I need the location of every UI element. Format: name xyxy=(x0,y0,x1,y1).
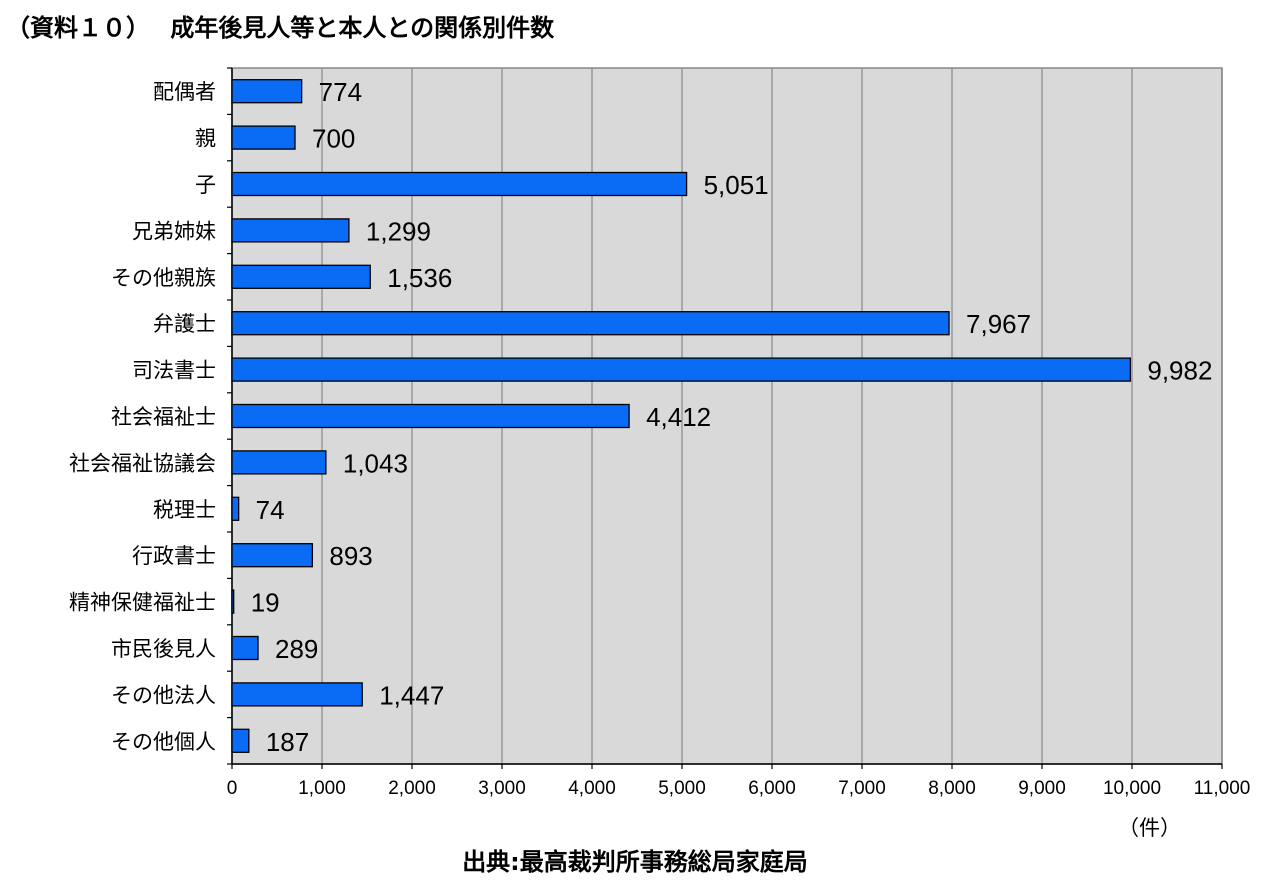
bar xyxy=(231,682,363,707)
bar xyxy=(231,403,630,429)
category-label: 配偶者 xyxy=(153,80,216,104)
value-label: 1,043 xyxy=(343,448,408,478)
category-label: 子 xyxy=(195,173,216,197)
bar xyxy=(231,635,259,661)
value-label: 893 xyxy=(329,541,372,571)
unit-label: （件） xyxy=(1118,816,1181,840)
x-tick-label: 6,000 xyxy=(748,778,796,799)
value-label: 1,536 xyxy=(387,263,452,293)
category-label: 親 xyxy=(195,127,216,151)
value-label: 7,967 xyxy=(966,309,1031,339)
value-label: 5,051 xyxy=(704,170,769,200)
bar xyxy=(231,79,303,104)
x-tick-label: 9,000 xyxy=(1018,778,1066,799)
category-label: 市民後見人 xyxy=(111,637,216,661)
category-label: 税理士 xyxy=(153,498,216,522)
bar xyxy=(231,543,314,568)
value-label: 74 xyxy=(256,495,285,525)
category-label: 司法書士 xyxy=(132,359,216,383)
value-label: 1,299 xyxy=(366,216,431,246)
x-tick-label: 4,000 xyxy=(568,778,616,799)
value-label: 9,982 xyxy=(1147,356,1212,386)
value-label: 1,447 xyxy=(379,680,444,710)
x-tick-label: 8,000 xyxy=(928,778,976,799)
category-label: 行政書士 xyxy=(132,544,216,568)
value-label: 289 xyxy=(275,634,318,664)
bar xyxy=(231,264,371,289)
value-label: 187 xyxy=(266,727,309,757)
x-tick-label: 10,000 xyxy=(1103,778,1161,799)
bar xyxy=(231,728,250,753)
chart-title: （資料１０） 成年後見人等と本人との関係別件数 xyxy=(6,14,555,42)
value-label: 774 xyxy=(319,77,362,107)
x-tick-label: 1,000 xyxy=(298,778,346,799)
source-note: 出典:最高裁判所事務総局家庭局 xyxy=(462,848,808,876)
value-label: 19 xyxy=(251,588,280,618)
bar xyxy=(231,589,235,614)
category-label: その他親族 xyxy=(111,266,216,290)
bar xyxy=(231,357,1132,382)
category-label: 弁護士 xyxy=(153,312,216,336)
category-label: その他個人 xyxy=(111,730,216,754)
x-tick-label: 11,000 xyxy=(1194,778,1251,799)
x-tick-label: 2,000 xyxy=(388,778,436,799)
x-tick-label: 3,000 xyxy=(478,778,526,799)
bar xyxy=(231,311,950,336)
bar xyxy=(231,450,327,475)
x-tick-label: 0 xyxy=(227,778,238,799)
bar xyxy=(231,125,296,150)
value-label: 700 xyxy=(312,124,355,154)
bar xyxy=(231,218,350,243)
x-tick-label: 7,000 xyxy=(838,778,886,799)
value-label: 4,412 xyxy=(646,402,711,432)
category-label: 兄弟姉妹 xyxy=(132,219,216,243)
bar xyxy=(231,496,240,521)
category-label: 精神保健福祉士 xyxy=(69,591,216,615)
category-label: その他法人 xyxy=(111,683,216,707)
x-tick-label: 5,000 xyxy=(658,778,706,799)
category-label: 社会福祉協議会 xyxy=(69,451,216,475)
category-label: 社会福祉士 xyxy=(111,405,216,429)
bar xyxy=(231,171,688,197)
